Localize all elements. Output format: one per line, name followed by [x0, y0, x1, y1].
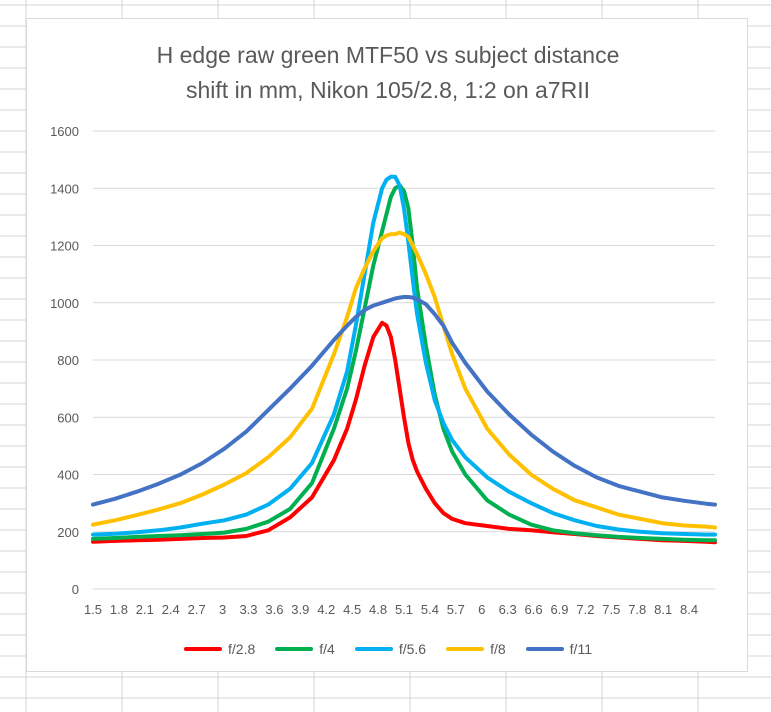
chart-legend: f/2.8 f/4 f/5.6 f/8 f/11 — [27, 641, 749, 657]
legend-label: f/5.6 — [398, 641, 427, 657]
x-tick-label: 5.7 — [447, 602, 465, 617]
legend-label: f/2.8 — [228, 641, 256, 657]
chart-title-line-2: shift in mm, Nikon 105/2.8, 1:2 on a7RII — [186, 77, 590, 103]
x-tick-label: 4.2 — [317, 602, 335, 617]
legend-item-f4[interactable]: f/4 — [275, 641, 335, 657]
legend-swatch — [525, 647, 564, 651]
x-tick-label: 8.4 — [680, 602, 698, 617]
legend-item-f2-8[interactable]: f/2.8 — [184, 641, 255, 657]
x-tick-label: 1.8 — [110, 602, 128, 617]
x-tick-label: 2.4 — [162, 602, 180, 617]
x-tick-label: 5.1 — [395, 602, 413, 617]
y-tick-label: 600 — [57, 410, 79, 425]
y-tick-label: 400 — [57, 468, 79, 483]
x-tick-label: 6.6 — [525, 602, 543, 617]
y-tick-label: 1400 — [50, 181, 79, 196]
y-tick-label: 1000 — [50, 296, 79, 311]
x-tick-label: 4.5 — [343, 602, 361, 617]
legend-item-f8[interactable]: f/8 — [446, 641, 506, 657]
x-axis-ticks: 1.5 1.8 2.1 2.4 2.7 3 3.3 3.6 3.9 4.2 4.5 4.8 5.1 5.4… — [84, 602, 698, 617]
legend-swatch — [354, 647, 393, 651]
x-tick-label: 4.8 — [369, 602, 387, 617]
x-tick-label: 2.7 — [188, 602, 206, 617]
x-tick-label: 3.9 — [291, 602, 309, 617]
legend-swatch — [275, 647, 314, 651]
legend-label: f/11 — [569, 641, 592, 657]
legend-swatch — [184, 647, 223, 651]
series-line-f-8[interactable] — [91, 230, 717, 530]
chart-title-line-1: H edge raw green MTF50 vs subject distan… — [156, 42, 620, 68]
x-tick-label: 3.3 — [239, 602, 257, 617]
x-tick-label: 7.2 — [576, 602, 594, 617]
x-tick-label: 6.9 — [550, 602, 568, 617]
x-tick-label: 7.8 — [628, 602, 646, 617]
series-line-f-5-6[interactable] — [91, 174, 717, 537]
legend-item-f5-6[interactable]: f/5.6 — [354, 641, 427, 657]
chart-area[interactable]: 0 200 400 600 800 1000 1200 1400 1600 1.5 1.8 2.1 2… — [26, 18, 748, 672]
legend-item-f11[interactable]: f/11 — [525, 641, 592, 657]
y-tick-label: 1600 — [50, 124, 79, 139]
x-tick-label: 1.5 — [84, 602, 102, 617]
y-tick-label: 200 — [57, 525, 79, 540]
x-tick-label: 3 — [219, 602, 226, 617]
x-tick-label: 7.5 — [602, 602, 620, 617]
legend-swatch — [446, 647, 485, 651]
chart-plot: 0 200 400 600 800 1000 1200 1400 1600 1.5 1.8 2.1 2… — [50, 124, 717, 617]
y-tick-label: 0 — [72, 582, 79, 597]
x-tick-label: 6.3 — [499, 602, 517, 617]
x-tick-label: 8.1 — [654, 602, 672, 617]
series-lines — [91, 174, 717, 545]
x-tick-label: 6 — [478, 602, 485, 617]
y-axis-ticks: 0 200 400 600 800 1000 1200 1400 1600 — [50, 124, 79, 597]
y-tick-label: 1200 — [50, 239, 79, 254]
series-line-f-11[interactable] — [91, 295, 717, 507]
series-line-f-2-8[interactable] — [91, 320, 717, 545]
x-tick-label: 5.4 — [421, 602, 439, 617]
y-tick-label: 800 — [57, 353, 79, 368]
x-tick-label: 2.1 — [136, 602, 154, 617]
legend-label: f/8 — [490, 641, 506, 657]
legend-label: f/4 — [319, 641, 335, 657]
x-tick-label: 3.6 — [265, 602, 283, 617]
